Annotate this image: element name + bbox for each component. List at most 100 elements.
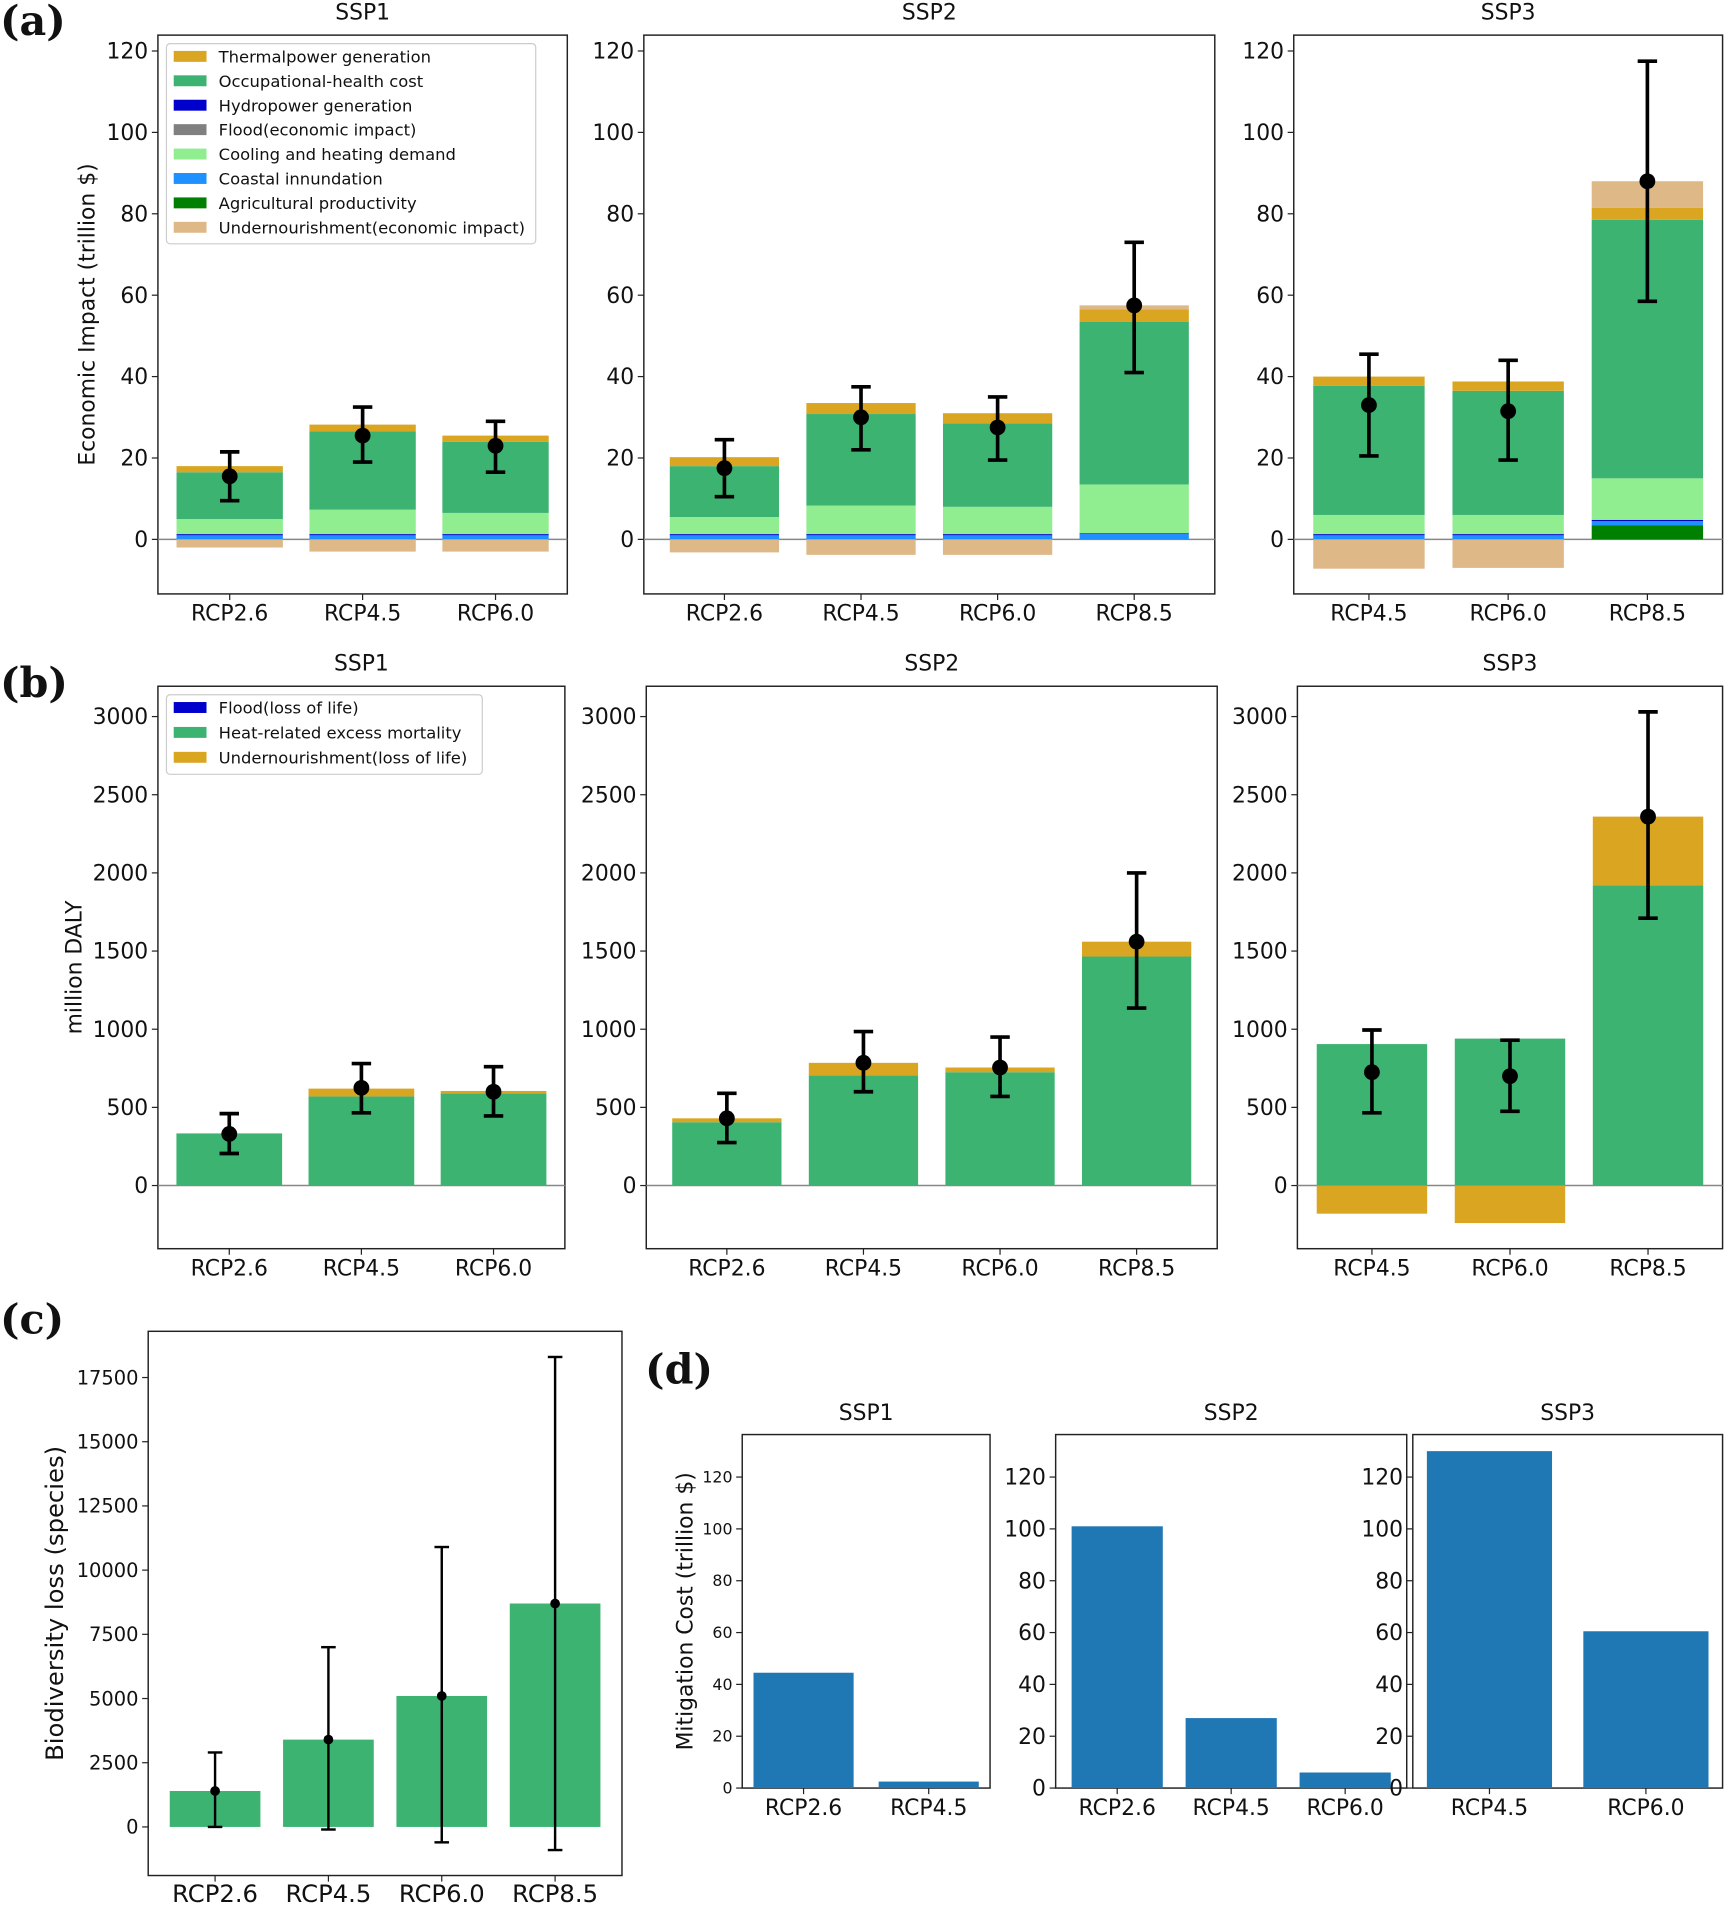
x-tick-label: RCP4.5 xyxy=(825,1256,902,1281)
subplot-d-ssp1: 0 20 40 60 80 100 120 SSP1 RCP2.6 RCP4.5 xyxy=(702,1401,991,1821)
legend-swatch-hydro xyxy=(173,99,207,111)
bar-segment-coastal xyxy=(806,535,916,540)
mean-marker xyxy=(1128,933,1145,950)
y-tick-label: 20 xyxy=(1256,447,1284,472)
y-tick-label: 80 xyxy=(1375,1569,1403,1594)
panel-label-d: (d) xyxy=(645,1345,713,1394)
y-tick-label: 60 xyxy=(1256,284,1284,309)
y-tick-label: 1000 xyxy=(93,1018,149,1043)
subplot-title: SSP1 xyxy=(335,0,390,25)
y-tick-label: 0 xyxy=(1274,1174,1288,1199)
y-tick-label: 120 xyxy=(592,40,634,65)
y-tick-label: 120 xyxy=(1004,1466,1046,1491)
mean-marker xyxy=(992,1059,1008,1076)
y-tick-label: 40 xyxy=(1256,365,1284,390)
bar-segment-coastal xyxy=(442,535,549,540)
y-axis-label: Mitigation Cost (trillion $) xyxy=(673,1472,698,1750)
subplot-a-ssp3: 0 20 40 60 80 100 120 SSP3 RCP4.5 RCP6.0 RCP8.5 xyxy=(1242,0,1724,627)
y-axis-label: Economic Impact (trillion $) xyxy=(76,163,101,465)
y-tick-label: 20 xyxy=(1375,1725,1403,1750)
mean-marker xyxy=(989,419,1006,436)
mean-marker xyxy=(1364,1064,1380,1081)
mean-marker xyxy=(1361,397,1377,413)
bar-segment-cooling xyxy=(942,506,1053,535)
y-tick-label: 0 xyxy=(722,1779,732,1798)
y-axis-label: Biodiversity loss (species) xyxy=(40,1446,69,1761)
mean-marker xyxy=(1640,808,1656,825)
x-tick-label: RCP4.5 xyxy=(323,1256,400,1281)
subplot-a-ssp1: 0 20 40 60 80 100 120 SSP1 RCP2.6 RCP4.5 RCP6.0 The… xyxy=(106,0,569,627)
panel-label-c: (c) xyxy=(0,1295,64,1344)
y-tick-label: 40 xyxy=(712,1675,732,1694)
x-tick-label: RCP8.5 xyxy=(512,1879,598,1907)
y-tick-label: 20 xyxy=(712,1727,732,1746)
bar-segment-cooling xyxy=(806,505,916,535)
legend: Flood(loss of life) Heat-related excess m… xyxy=(165,694,483,775)
subplot-c-main: 0 2500 5000 7500 10000 12500 15000 17500 RCP2.6 R… xyxy=(77,1330,623,1907)
y-tick-label: 100 xyxy=(592,121,634,146)
bar-segment-hydro xyxy=(442,534,549,536)
legend-label: Cooling and heating demand xyxy=(219,145,456,164)
panel-a: Economic Impact (trillion $) 0 20 40 60 80 100… xyxy=(76,0,1724,627)
legend: Thermalpower generation Occupational-heal… xyxy=(165,43,537,245)
y-tick-label: 120 xyxy=(702,1468,732,1487)
x-tick-label: RCP6.0 xyxy=(959,602,1036,627)
y-tick-label: 100 xyxy=(702,1519,732,1538)
y-tick-label: 500 xyxy=(1246,1096,1288,1121)
mean-marker xyxy=(210,1786,220,1796)
x-tick-label: RCP4.5 xyxy=(1333,1256,1410,1281)
y-tick-label: 0 xyxy=(1032,1777,1046,1802)
x-tick-label: RCP4.5 xyxy=(285,1879,371,1907)
bar-segment-hydro xyxy=(1313,534,1425,536)
bar xyxy=(1071,1526,1163,1789)
y-tick-label: 7500 xyxy=(89,1623,138,1646)
bar xyxy=(1426,1451,1553,1789)
y-tick-label: 60 xyxy=(606,284,634,309)
mean-marker xyxy=(221,468,238,485)
y-tick-label: 1000 xyxy=(1232,1018,1288,1043)
mean-marker xyxy=(1126,297,1143,314)
y-tick-label: 120 xyxy=(106,40,148,65)
x-tick-label: RCP6.0 xyxy=(1470,602,1547,627)
axes-frame xyxy=(1412,1433,1724,1789)
mean-marker xyxy=(1502,1068,1518,1085)
legend-label: Coastal innundation xyxy=(219,170,383,189)
bar-segment-agri xyxy=(1591,525,1704,540)
bar-segment-coastal xyxy=(1079,534,1189,540)
x-tick-label: RCP2.6 xyxy=(765,1796,842,1821)
y-tick-label: 100 xyxy=(106,121,148,146)
legend-box xyxy=(165,694,483,775)
bar xyxy=(1185,1718,1277,1789)
legend-swatch-heat xyxy=(173,726,207,738)
bar-segment-hydro xyxy=(176,534,283,536)
y-tick-label: 2500 xyxy=(1232,783,1288,808)
x-tick-label: RCP2.6 xyxy=(1079,1796,1156,1821)
subplot-title: SSP2 xyxy=(902,0,957,25)
bar-segment-cooling xyxy=(1591,478,1704,520)
bar-segment-cooling xyxy=(1079,484,1189,534)
bar-segment-hydro xyxy=(1079,533,1189,535)
y-tick-label: 500 xyxy=(106,1096,148,1121)
y-tick-label: 20 xyxy=(1018,1725,1046,1750)
x-tick-label: RCP8.5 xyxy=(1096,602,1173,627)
subplot-b-ssp3: 0 500 1000 1500 2000 2500 3000 SSP3 RCP4.5 RCP6.0… xyxy=(1232,651,1724,1281)
x-tick-label: RCP4.5 xyxy=(1193,1796,1270,1821)
mean-marker xyxy=(436,1691,447,1701)
x-tick-label: RCP4.5 xyxy=(822,602,899,627)
legend-label: Undernourishment(economic impact) xyxy=(219,218,525,237)
bar-segment-hydro xyxy=(1591,519,1704,522)
y-tick-label: 1500 xyxy=(1232,940,1288,965)
subplot-title: SSP1 xyxy=(334,651,389,676)
x-tick-label: RCP8.5 xyxy=(1098,1256,1175,1281)
y-tick-label: 80 xyxy=(712,1571,732,1590)
bar-segment-heat xyxy=(808,1075,919,1186)
legend-swatch-thermal xyxy=(173,50,207,62)
panel-label-b: (b) xyxy=(0,658,68,707)
panel-c: Biodiversity loss (species) 0 2500 5000 7500… xyxy=(40,1330,623,1907)
bar-segment-cooling xyxy=(442,512,549,535)
bar xyxy=(1583,1631,1709,1789)
mean-marker xyxy=(354,427,371,444)
axes-frame xyxy=(645,685,1218,1250)
axes-frame xyxy=(643,34,1216,595)
